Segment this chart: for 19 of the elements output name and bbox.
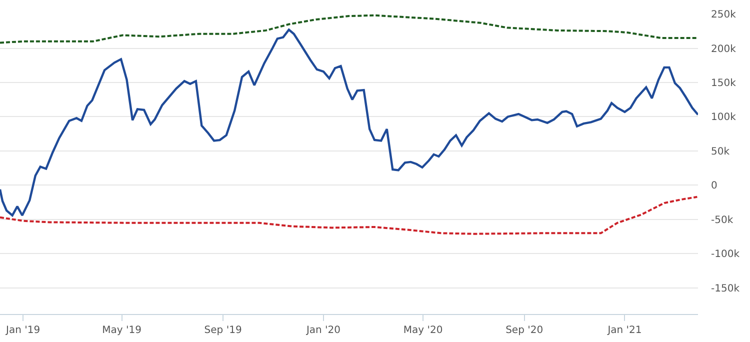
x-tick-label: Jan '20: [305, 325, 341, 336]
y-tick-label: 200k: [711, 44, 736, 55]
x-tick-label: May '19: [102, 325, 142, 336]
y-tick-label: 150k: [711, 78, 736, 89]
y-tick-label: 0: [711, 180, 718, 192]
x-tick-label: May '20: [403, 325, 443, 336]
y-tick-label: -50k: [711, 214, 734, 226]
line-series: [0, 14, 698, 44]
line-series: [0, 28, 698, 216]
y-tick-label: 250k: [711, 10, 736, 20]
x-tick-label: Jan '21: [606, 325, 642, 336]
x-tick-label: Sep '20: [506, 325, 544, 336]
y-tick-label: -150k: [711, 283, 740, 294]
x-tick-label: Sep '19: [204, 325, 242, 336]
line-series: [0, 196, 698, 235]
y-tick-label: 100k: [711, 112, 736, 124]
x-tick-label: Jan '19: [5, 325, 40, 336]
y-tick-label: -100k: [711, 249, 740, 260]
y-tick-label: 50k: [711, 146, 730, 158]
